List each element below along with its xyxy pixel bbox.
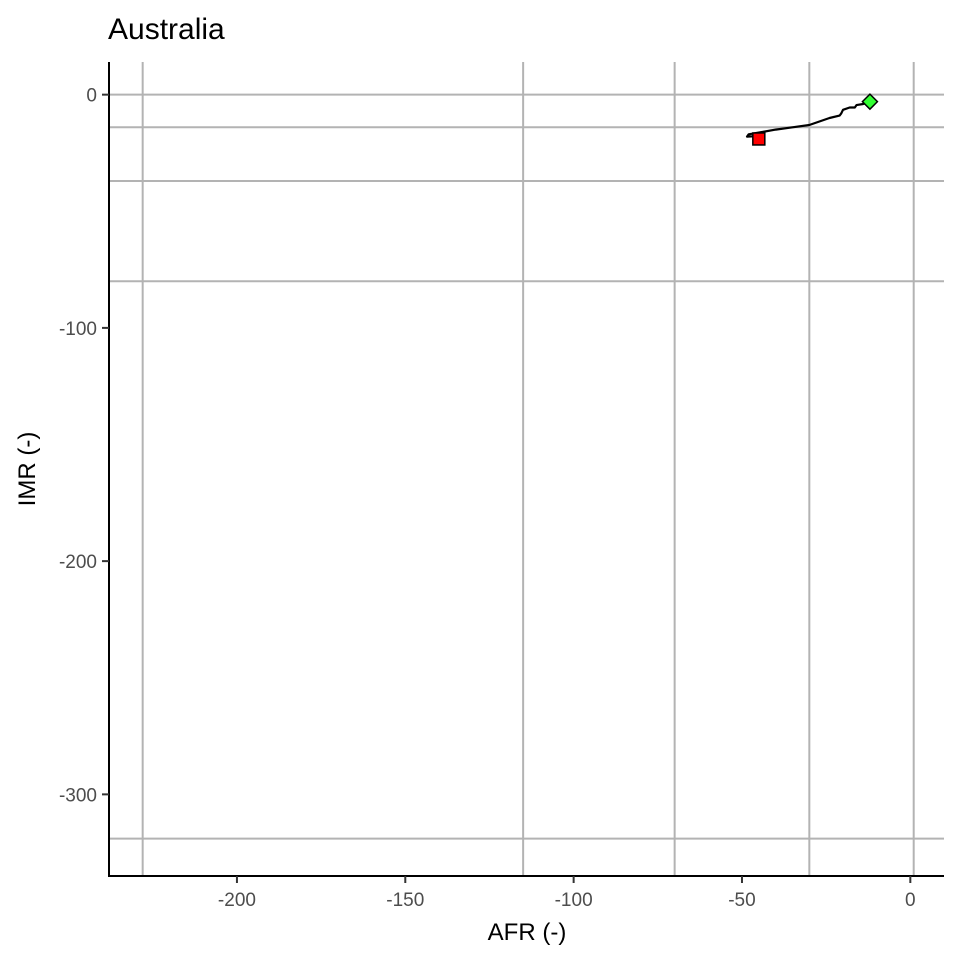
y-axis-title: IMR (-) — [14, 432, 41, 507]
x-axis-ticks: -200 -150 -100 -50 0 — [218, 876, 916, 911]
y-tick-label-1: -100 — [59, 319, 97, 340]
x-tick-label-3: -50 — [728, 890, 755, 911]
x-tick-label-0: -200 — [218, 890, 256, 911]
reference-lines — [109, 62, 944, 876]
y-axis-ticks: 0 -100 -200 -300 — [59, 86, 109, 806]
start-diamond-marker — [861, 93, 879, 111]
x-tick-label-4: 0 — [905, 890, 916, 911]
x-axis-title: AFR (-) — [488, 919, 567, 946]
trajectory-line-0 — [745, 100, 871, 138]
series-layer — [745, 100, 871, 138]
y-tick-label-0: 0 — [86, 86, 97, 107]
end-square-marker — [752, 132, 766, 146]
x-tick-label-1: -150 — [386, 890, 424, 911]
markers-layer — [752, 93, 879, 146]
chart-title: Australia — [108, 13, 225, 46]
y-tick-label-2: -200 — [59, 552, 97, 573]
x-tick-label-2: -100 — [555, 890, 593, 911]
y-tick-label-3: -300 — [59, 785, 97, 806]
